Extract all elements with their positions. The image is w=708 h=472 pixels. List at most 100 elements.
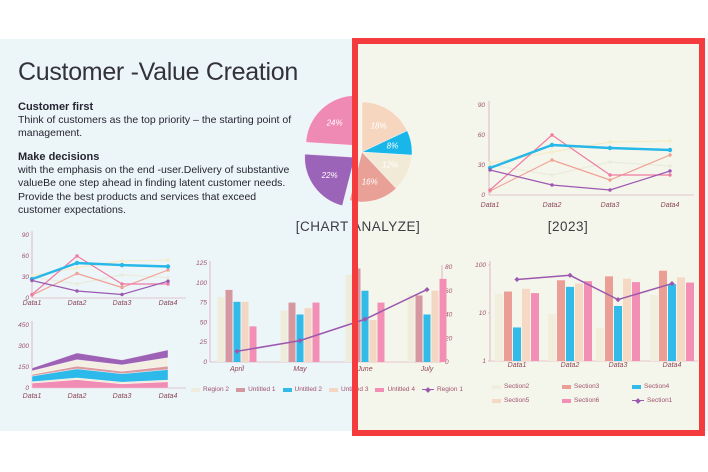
legend-item: Untitled 4 <box>375 386 415 393</box>
line-series <box>516 274 673 301</box>
data-point <box>166 282 170 286</box>
bar <box>504 291 512 361</box>
line-series <box>489 134 670 191</box>
category-label: Data1 <box>481 202 500 209</box>
data-point-diamond <box>362 316 368 322</box>
legend-swatch <box>236 387 246 392</box>
axis-tick-label: 60 <box>445 288 453 295</box>
data-point <box>120 292 124 297</box>
data-point <box>75 254 79 258</box>
category-label: Data2 <box>68 393 87 400</box>
bar <box>312 302 320 362</box>
axis-tick-label: 90 <box>478 102 486 109</box>
bar <box>548 314 556 361</box>
bar <box>369 320 377 362</box>
data-point <box>608 173 612 177</box>
data-point <box>667 147 673 153</box>
data-point <box>488 163 492 167</box>
line-series <box>31 279 169 296</box>
bar <box>377 302 385 362</box>
line-series <box>236 288 428 353</box>
bar <box>495 293 503 361</box>
category-label: Data1 <box>23 300 42 307</box>
bar <box>353 268 361 362</box>
legend-label: Untitled 4 <box>387 386 415 393</box>
bar <box>668 284 676 361</box>
bar <box>431 290 439 362</box>
bar <box>288 302 296 362</box>
data-point <box>165 264 171 269</box>
data-point <box>166 258 170 262</box>
legend-item: Section6 <box>562 397 632 404</box>
bar <box>659 270 667 361</box>
data-point <box>120 282 124 286</box>
data-point <box>550 150 554 154</box>
bar <box>677 277 685 361</box>
line-chart-small: 0 30 60 90 Data1 Data2 Data3 Data4 <box>22 231 186 307</box>
pie-slice <box>305 95 357 146</box>
data-point <box>550 183 554 187</box>
bar <box>614 305 622 361</box>
axis-tick-label: 20 <box>444 335 453 342</box>
category-label: Data4 <box>663 362 682 369</box>
legend-swatch <box>562 384 571 389</box>
log-chart-legend: Section2 Section3 Section4 Section5 Section6… <box>492 383 704 404</box>
category-label: May <box>293 366 307 373</box>
axis-tick-label: 0 <box>203 359 207 366</box>
data-point <box>668 139 672 143</box>
data-point <box>75 271 79 276</box>
legend-line-swatch <box>632 397 644 404</box>
legend-label: Section1 <box>647 397 673 404</box>
data-point <box>120 285 124 290</box>
legend-label: Region 2 <box>203 386 230 393</box>
bar <box>575 283 583 361</box>
section-heading-customer-first: Customer first <box>18 101 94 113</box>
legend-line-swatch <box>421 386 434 393</box>
bar <box>605 276 613 361</box>
axis-tick-label: 75 <box>200 300 208 307</box>
axis-tick-label: 0 <box>25 385 29 392</box>
data-point <box>549 142 555 148</box>
data-point <box>488 168 492 172</box>
line-series <box>31 261 169 281</box>
legend-item: Region 1 <box>421 386 463 393</box>
data-point-diamond <box>234 348 240 354</box>
bar <box>596 327 604 361</box>
pie-slice-label: 12% <box>382 161 398 170</box>
pie-slice-label: 16% <box>362 178 378 187</box>
data-point <box>608 140 612 144</box>
legend-label: Untitled 3 <box>341 386 369 393</box>
axis-tick-label: 1 <box>482 358 486 365</box>
bar <box>361 290 369 362</box>
page-title: Customer -Value Creation <box>18 58 298 86</box>
monthly-combo-chart: 0 25 50 75 100 125 0 20 40 60 80 April May June July <box>196 260 453 373</box>
category-label: June <box>356 366 372 373</box>
legend-swatch <box>375 387 385 392</box>
axis-tick-label: 10 <box>479 310 487 317</box>
legend-label: Section4 <box>644 383 670 390</box>
data-point <box>550 158 554 162</box>
line-series <box>489 154 671 192</box>
pie-slice <box>361 101 408 153</box>
bar <box>249 326 257 362</box>
data-point <box>488 188 492 192</box>
category-label: Data4 <box>159 300 178 307</box>
data-point <box>119 262 125 268</box>
data-point-diamond <box>424 286 430 293</box>
section-heading-make-decisions: Make decisions <box>18 150 100 163</box>
data-point <box>166 268 170 272</box>
data-point <box>120 259 124 263</box>
data-point <box>166 279 170 283</box>
bar <box>345 274 353 362</box>
data-point <box>607 145 613 151</box>
legend-item: Region 2 <box>191 386 229 393</box>
stacked-area-chart: 0 150 300 450 Data1 Data2 Data3 Data4 <box>18 321 186 400</box>
legend-item: Section3 <box>562 383 632 390</box>
axis-tick-label: 90 <box>22 232 30 239</box>
pie-slice <box>349 151 397 203</box>
bar <box>584 281 592 361</box>
line-series <box>31 259 169 277</box>
category-label: Data4 <box>661 202 680 209</box>
data-point <box>608 160 612 164</box>
